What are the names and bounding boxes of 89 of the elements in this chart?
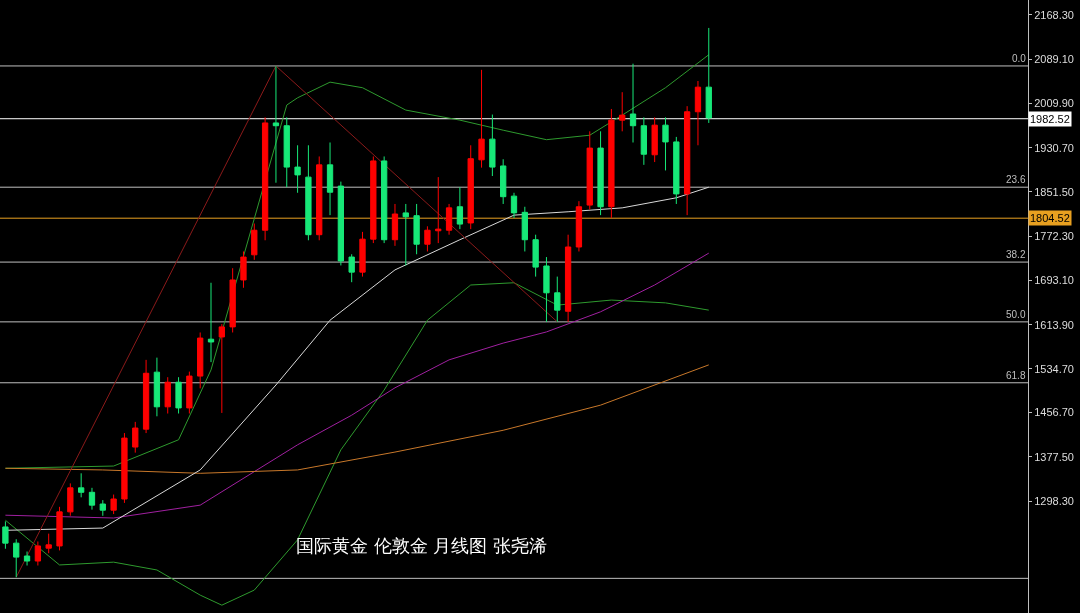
y-tick-label: 1377.50 — [1034, 450, 1074, 463]
candlestick — [229, 267, 236, 333]
candlestick — [435, 176, 442, 244]
candlestick — [99, 499, 106, 517]
candlestick — [456, 186, 464, 230]
candlestick — [45, 533, 52, 554]
candlestick — [175, 376, 182, 415]
candlestick — [337, 181, 345, 266]
candlestick — [251, 223, 258, 261]
ref-line-label: 1982.52 — [1030, 113, 1070, 125]
candlestick — [359, 231, 366, 278]
candlestick — [424, 225, 431, 252]
candlestick — [67, 482, 74, 517]
candlestick — [510, 192, 518, 219]
candlestick — [370, 155, 377, 244]
candlestick — [283, 116, 290, 188]
annotation: 38.2 — [1006, 249, 1026, 260]
candlestick — [673, 136, 680, 205]
annotation: 50.0 — [1006, 309, 1026, 320]
candlestick — [478, 69, 485, 169]
candlestick — [56, 506, 63, 551]
candlestick — [467, 144, 474, 230]
candlestick — [153, 357, 161, 417]
candlestick — [500, 158, 507, 205]
candlestick — [402, 203, 409, 266]
candlestick — [197, 331, 204, 389]
y-tick-label: 1456.70 — [1034, 406, 1074, 419]
candlestick — [608, 108, 615, 219]
y-tick-label: 2009.90 — [1034, 97, 1074, 110]
candlestick — [218, 323, 225, 414]
candlestick — [413, 203, 420, 255]
y-tick-label: 1298.30 — [1034, 494, 1074, 507]
candlestick — [261, 116, 269, 241]
candlestick — [305, 144, 312, 241]
candlestick — [78, 472, 85, 498]
candlestick — [532, 234, 539, 278]
annotation: 61.8 — [1006, 370, 1026, 381]
candlestick — [272, 65, 280, 184]
candlestick — [564, 234, 572, 323]
candlestick — [521, 206, 528, 252]
candlestick — [348, 253, 355, 283]
line-series — [4, 364, 710, 474]
candlestick — [586, 130, 593, 211]
y-tick-label: 1693.10 — [1034, 274, 1074, 287]
candlestick — [651, 116, 658, 163]
y-tick-label: 1772.30 — [1034, 230, 1074, 243]
line-series — [4, 282, 710, 606]
candlestick — [575, 200, 583, 252]
candlestick — [88, 487, 96, 511]
y-tick-label: 1613.90 — [1034, 318, 1074, 331]
candlestick — [391, 203, 399, 247]
y-tick-label: 1851.50 — [1034, 185, 1074, 198]
candlestick — [142, 359, 150, 434]
candlestick — [597, 130, 604, 216]
candlestick — [132, 421, 139, 454]
candlestick — [186, 371, 193, 415]
candlestick — [326, 141, 334, 216]
candlestick — [13, 538, 20, 578]
y-tick-label: 2168.30 — [1034, 8, 1074, 21]
candlestick — [629, 63, 637, 143]
candlestick — [543, 256, 550, 323]
candlestick — [34, 540, 42, 566]
candlestick — [381, 155, 388, 244]
candlestick — [640, 116, 647, 166]
candlestick — [683, 105, 691, 216]
candlestick — [110, 494, 117, 515]
candlestick — [705, 27, 712, 124]
candlestick — [489, 114, 496, 177]
annotation: 0.0 — [1012, 53, 1027, 64]
ref-line-label: 1804.52 — [1030, 212, 1070, 224]
candlestick — [240, 250, 247, 289]
annotation: 23.6 — [1006, 174, 1026, 185]
candlestick — [207, 282, 215, 363]
y-tick-label: 2089.10 — [1034, 53, 1074, 66]
candlestick — [619, 91, 626, 132]
candlestick — [121, 432, 128, 504]
candlestick — [554, 276, 561, 323]
candlestick — [316, 155, 323, 241]
y-tick-label: 1534.70 — [1034, 362, 1074, 375]
candlestick — [445, 203, 453, 236]
candlestick — [164, 376, 171, 415]
y-tick-label: 1930.70 — [1034, 141, 1074, 154]
candlestick — [23, 551, 31, 566]
candlestick — [294, 144, 301, 194]
annotation: 国际黄金 伦敦金 月线图 张尧浠 — [296, 535, 548, 556]
candlestick — [2, 520, 9, 550]
line-series — [4, 252, 710, 519]
candlestick — [662, 116, 669, 171]
candlestick — [694, 80, 702, 146]
